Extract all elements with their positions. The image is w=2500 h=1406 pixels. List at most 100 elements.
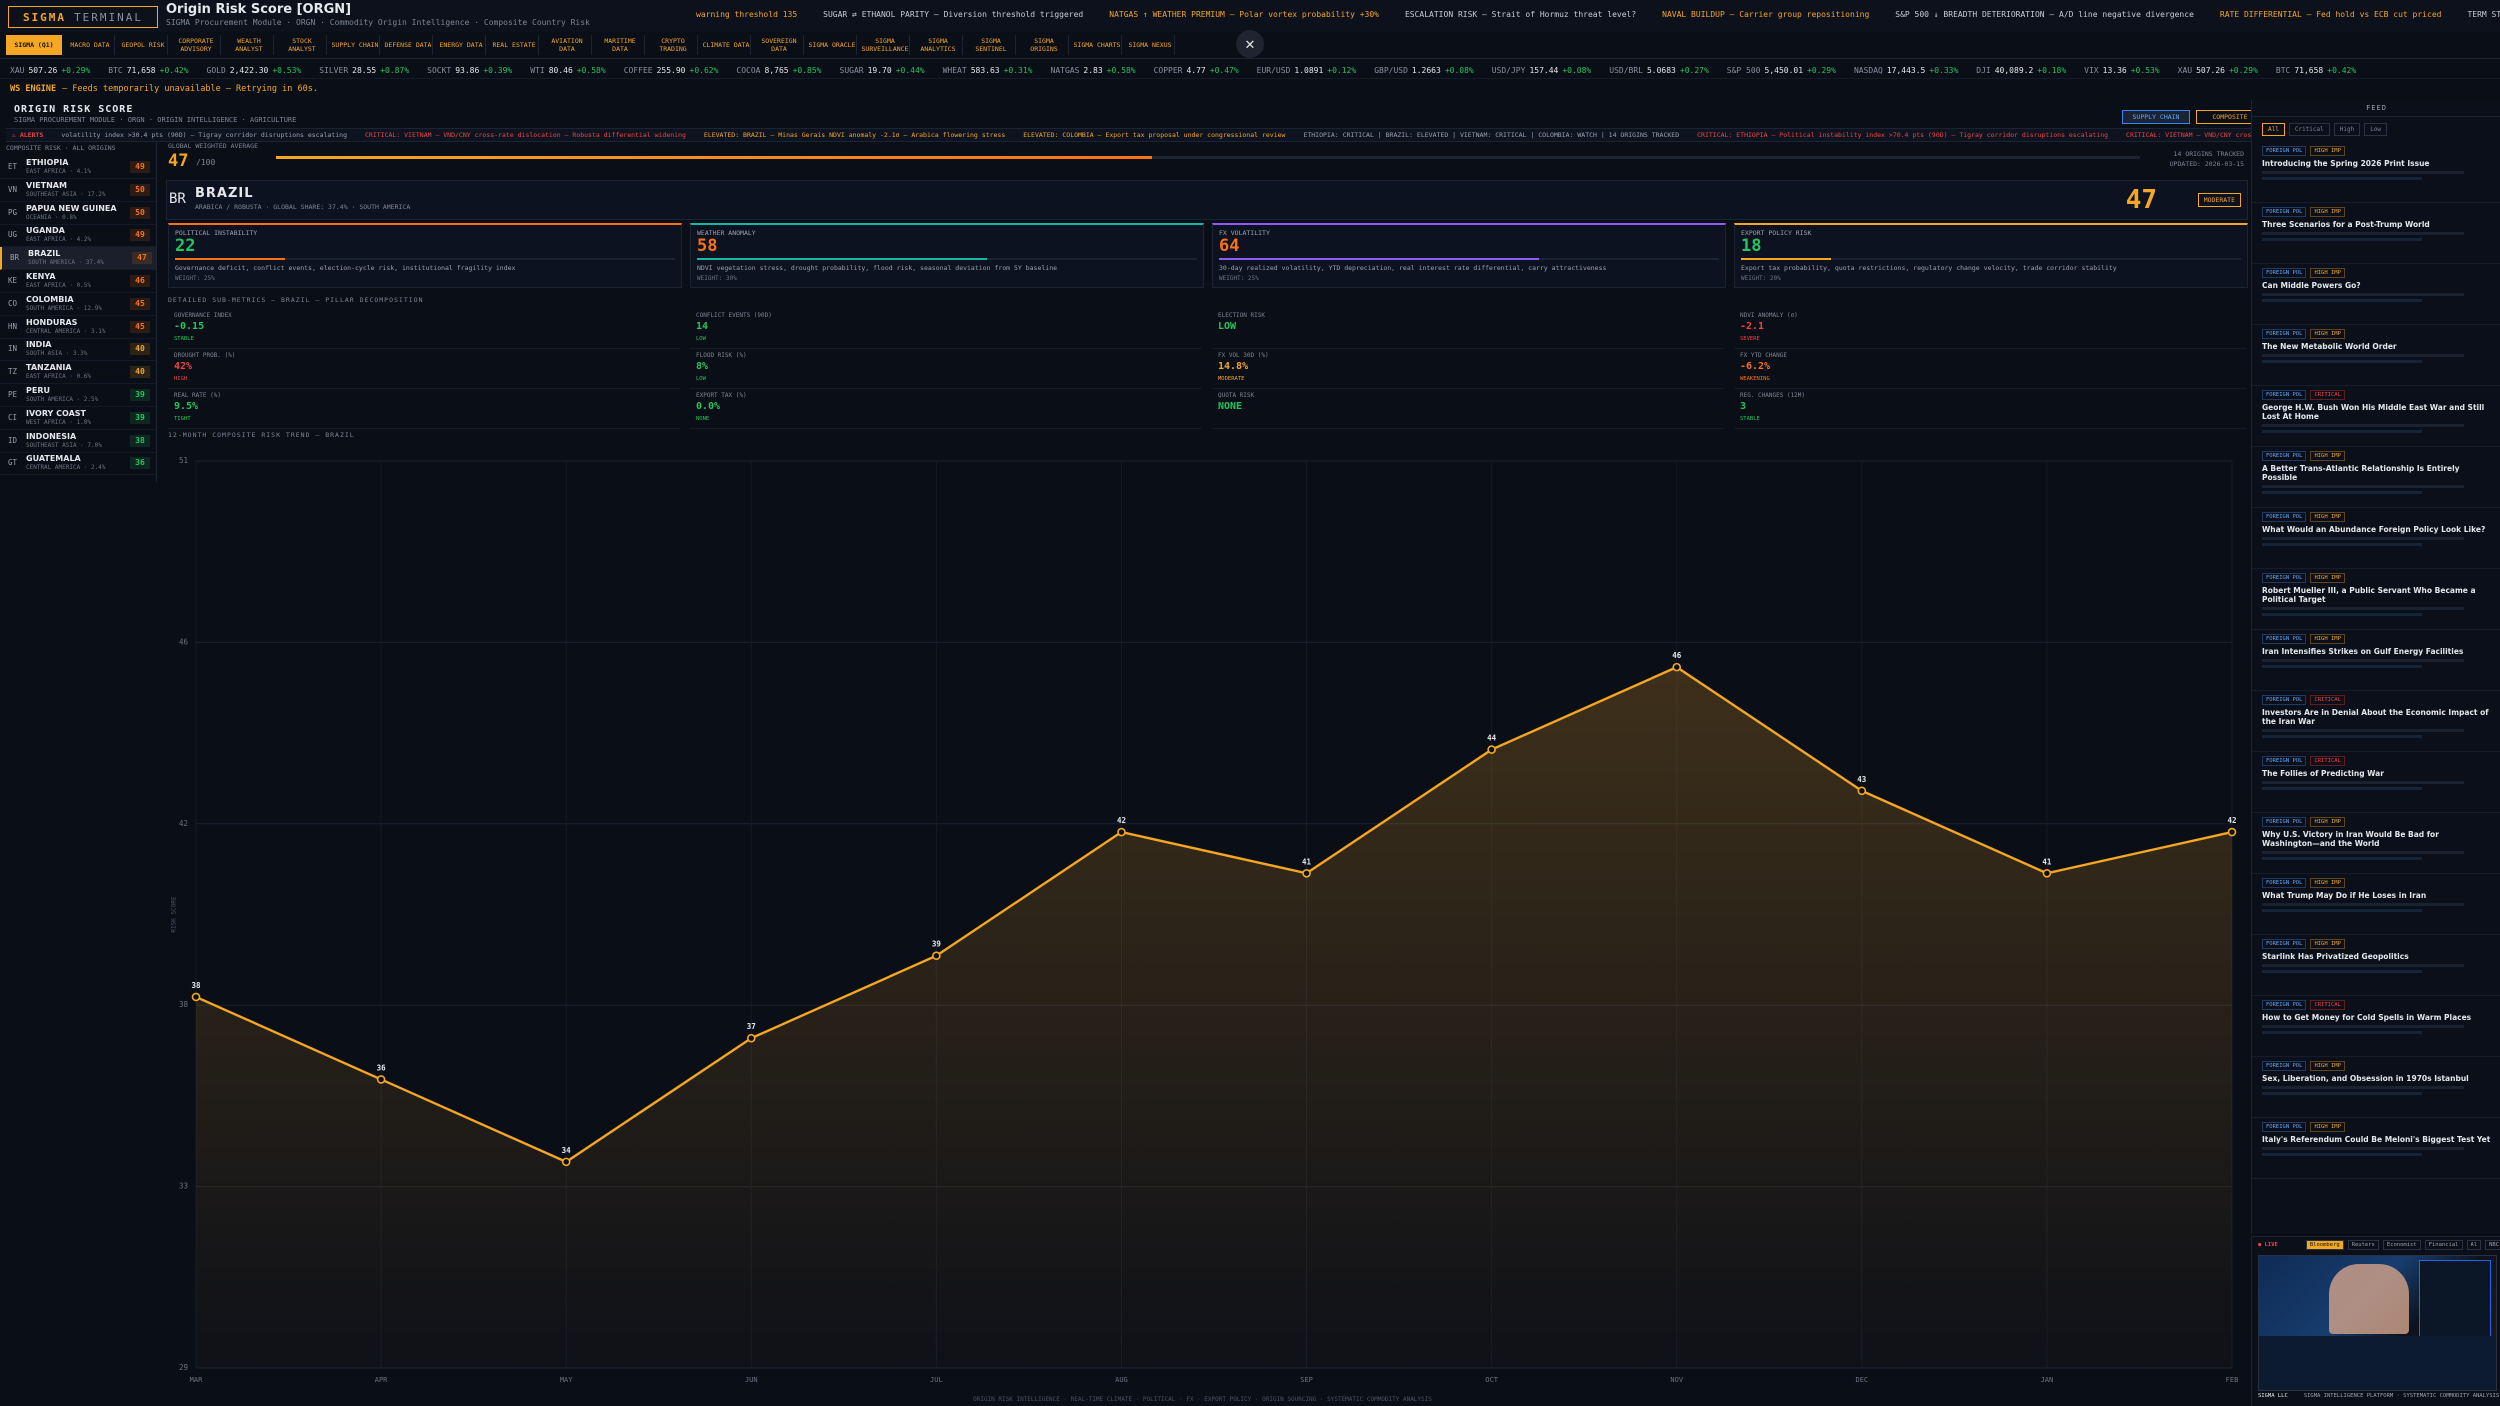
live-channel[interactable]: Financial [2424, 1240, 2463, 1250]
live-channel[interactable]: Reuters [2347, 1240, 2379, 1250]
ticker-price: 4.77 [1186, 65, 1206, 75]
feed-tags: FOREIGN POL HIGH IMP [2262, 512, 2491, 522]
submetric: FLOOD RISK (%) 8% LOW [690, 350, 1202, 389]
country-row[interactable]: ID INDONESIA SOUTHEAST ASIA · 7.0% 38 [0, 430, 156, 453]
feed-item[interactable]: FOREIGN POL HIGH IMP Introducing the Sprin… [2252, 142, 2500, 203]
nav-tab[interactable]: ENERGY DATA [437, 35, 486, 55]
feed-filter[interactable]: Critical [2288, 123, 2330, 136]
feed-link [2262, 970, 2423, 973]
submetric-status: WEAKENING [1740, 376, 1770, 382]
feed-headline: Why U.S. Victory in Iran Would Be Bad fo… [2262, 830, 2439, 848]
nav-tab[interactable]: CORPORATE ADVISORY [172, 35, 221, 55]
feed-item[interactable]: FOREIGN POL HIGH IMP What Would an Abundan… [2252, 508, 2500, 569]
feed-item[interactable]: FOREIGN POL HIGH IMP Why U.S. Victory in I… [2252, 813, 2500, 874]
live-channel[interactable]: Bloomberg [2305, 1240, 2344, 1250]
nav-tab[interactable]: SIGMA (Q1) [6, 35, 62, 55]
country-row[interactable]: UG UGANDA EAST AFRICA · 4.2% 49 [0, 224, 156, 248]
country-meta: CENTRAL AMERICA · 2.4% [26, 464, 106, 472]
feed-item[interactable]: FOREIGN POL HIGH IMP The New Metabolic Wor… [2252, 325, 2500, 386]
country-row[interactable]: KE KENYA EAST AFRICA · 0.5% 46 [0, 270, 156, 293]
nav-tab[interactable]: SOVEREIGN DATA [755, 35, 804, 55]
ticker-change: +0.42% [159, 65, 189, 75]
nav-tab[interactable]: SUPPLY CHAIN [331, 35, 380, 55]
nav-tab[interactable]: REAL ESTATE [490, 35, 539, 55]
nav-tab[interactable]: SIGMA ANALYTICS [914, 35, 963, 55]
feed-item[interactable]: FOREIGN POL HIGH IMP Can Middle Powers Go? [2252, 264, 2500, 325]
feed-item[interactable]: FOREIGN POL HIGH IMP Starlink Has Privatiz… [2252, 935, 2500, 996]
country-row[interactable]: CI IVORY COAST WEST AFRICA · 1.0% 39 [0, 407, 156, 430]
feed-link [2262, 299, 2423, 302]
nav-tab[interactable]: MARITIME DATA [596, 35, 645, 55]
country-score: 49 [130, 161, 150, 173]
nav-tab[interactable]: AVIATION DATA [543, 35, 592, 55]
global-bar [276, 156, 1153, 159]
country-row[interactable]: CO COLOMBIA SOUTH AMERICA · 12.9% 45 [0, 293, 156, 316]
feed-item[interactable]: FOREIGN POL CRITICAL The Follies of Predic… [2252, 752, 2500, 813]
country-row[interactable]: IN INDIA SOUTH ASIA · 3.3% 40 [0, 338, 156, 362]
nav-tab[interactable]: GEOPOL RISK [119, 35, 168, 55]
ticker-price: 507.26 [2196, 65, 2225, 75]
nav-tab[interactable]: SIGMA SURVEILLANCE [861, 35, 910, 55]
nav-tab[interactable]: CLIMATE DATA [702, 35, 751, 55]
submetric: GOVERNANCE INDEX -0.15 STABLE [168, 310, 680, 349]
ticker-price: 583.63 [970, 65, 1000, 75]
ticker-symbol: SUGAR [839, 65, 864, 75]
logo-text: SIGMA [22, 10, 67, 24]
country-code: CO [8, 298, 18, 308]
feed-filter[interactable]: All [2262, 123, 2285, 136]
nav-tab[interactable]: SIGMA CHARTS [1073, 35, 1122, 55]
country-row[interactable]: VN VIETNAM SOUTHEAST ASIA · 17.2% 50 [0, 179, 156, 202]
feed-item[interactable]: FOREIGN POL HIGH IMP Sex, Liberation, and … [2252, 1057, 2500, 1118]
submetric: FX VOL 30D (%) 14.8% MODERATE [1212, 350, 1724, 389]
pillar-track [175, 258, 675, 260]
submetric-status: SEVERE [1740, 336, 1760, 342]
country-row[interactable]: BR BRAZIL SOUTH AMERICA · 37.4% 47 [0, 247, 156, 271]
feed-snippet [2262, 232, 2464, 235]
nav-tab[interactable]: SIGMA SENTINEL [967, 35, 1016, 55]
ticker-price: 5.0683 [1646, 65, 1676, 75]
feed-item[interactable]: FOREIGN POL HIGH IMP Three Scenarios for a… [2252, 203, 2500, 264]
country-row[interactable]: GT GUATEMALA CENTRAL AMERICA · 2.4% 36 [0, 452, 156, 476]
country-row[interactable]: ET ETHIOPIA EAST AFRICA · 4.1% 49 [0, 156, 156, 179]
feed-item[interactable]: FOREIGN POL HIGH IMP Robert Mueller III, a… [2252, 569, 2500, 630]
feed-item[interactable]: FOREIGN POL HIGH IMP Iran Intensifies Stri… [2252, 630, 2500, 691]
nav-tab[interactable]: SIGMA NEXUS [1126, 35, 1175, 55]
feed-item[interactable]: FOREIGN POL HIGH IMP A Better Trans-Atlant… [2252, 447, 2500, 508]
submetric-value: 8% [696, 361, 709, 372]
submetric-status: MODERATE [1218, 376, 1245, 382]
y-tick-label: 51 [179, 456, 188, 465]
nav-tab[interactable]: DEFENSE DATA [384, 35, 433, 55]
nav-tab[interactable]: SIGMA ORACLE [808, 35, 857, 55]
module-button[interactable]: SUPPLY CHAIN [2122, 110, 2190, 124]
nav-tab[interactable]: CRYPTO TRADING [649, 35, 698, 55]
country-row[interactable]: PE PERU SOUTH AMERICA · 2.5% 39 [0, 384, 156, 407]
nav-tab[interactable]: WEALTH ANALYST [225, 35, 274, 55]
country-row[interactable]: HN HONDURAS CENTRAL AMERICA · 3.1% 45 [0, 316, 156, 339]
feed-headline: The Follies of Predicting War [2262, 769, 2384, 778]
nav-tab[interactable]: STOCK ANALYST [278, 35, 327, 55]
nav-tab[interactable]: SIGMA ORIGINS [1020, 35, 1069, 55]
y-tick-label: 29 [179, 1363, 188, 1372]
feed-headline: Sex, Liberation, and Obsession in 1970s … [2262, 1074, 2469, 1083]
feed-item[interactable]: FOREIGN POL HIGH IMP Italy's Referendum Co… [2252, 1118, 2500, 1179]
live-channel[interactable]: NBC [2485, 1240, 2500, 1250]
country-row[interactable]: TZ TANZANIA EAST AFRICA · 0.6% 40 [0, 361, 156, 385]
ticker-symbol: SILVER [319, 65, 349, 75]
point-label: 36 [377, 1063, 387, 1072]
live-channel[interactable]: Al [2466, 1240, 2482, 1250]
video[interactable] [2258, 1255, 2497, 1391]
feed-item[interactable]: FOREIGN POL CRITICAL How to Get Money for … [2252, 996, 2500, 1057]
ticker: COFFEE 255.90 +0.62% [624, 66, 719, 75]
country-row[interactable]: PG PAPUA NEW GUINEA OCEANIA · 0.8% 50 [0, 202, 156, 225]
alert-strip: ⚠ ALERTS volatility index >30.4 pts (90D)… [6, 128, 2252, 142]
feed-filter[interactable]: Low [2364, 123, 2388, 136]
live-channel[interactable]: Economist [2382, 1240, 2421, 1250]
feed-item[interactable]: FOREIGN POL CRITICAL Investors Are in Deni… [2252, 691, 2500, 752]
submetric-value: -6.2% [1740, 361, 1771, 372]
feed-title: FEED [2252, 100, 2500, 117]
nav-tab[interactable]: MACRO DATA [66, 35, 115, 55]
feed-item[interactable]: FOREIGN POL HIGH IMP What Trump May Do if … [2252, 874, 2500, 935]
close-button[interactable]: ✕ [1236, 30, 1264, 58]
feed-filter[interactable]: High [2333, 123, 2361, 136]
feed-item[interactable]: FOREIGN POL CRITICAL George H.W. Bush Won … [2252, 386, 2500, 447]
